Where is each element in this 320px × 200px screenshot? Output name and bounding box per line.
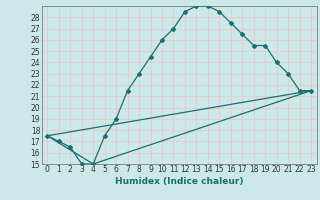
X-axis label: Humidex (Indice chaleur): Humidex (Indice chaleur) [115, 177, 244, 186]
